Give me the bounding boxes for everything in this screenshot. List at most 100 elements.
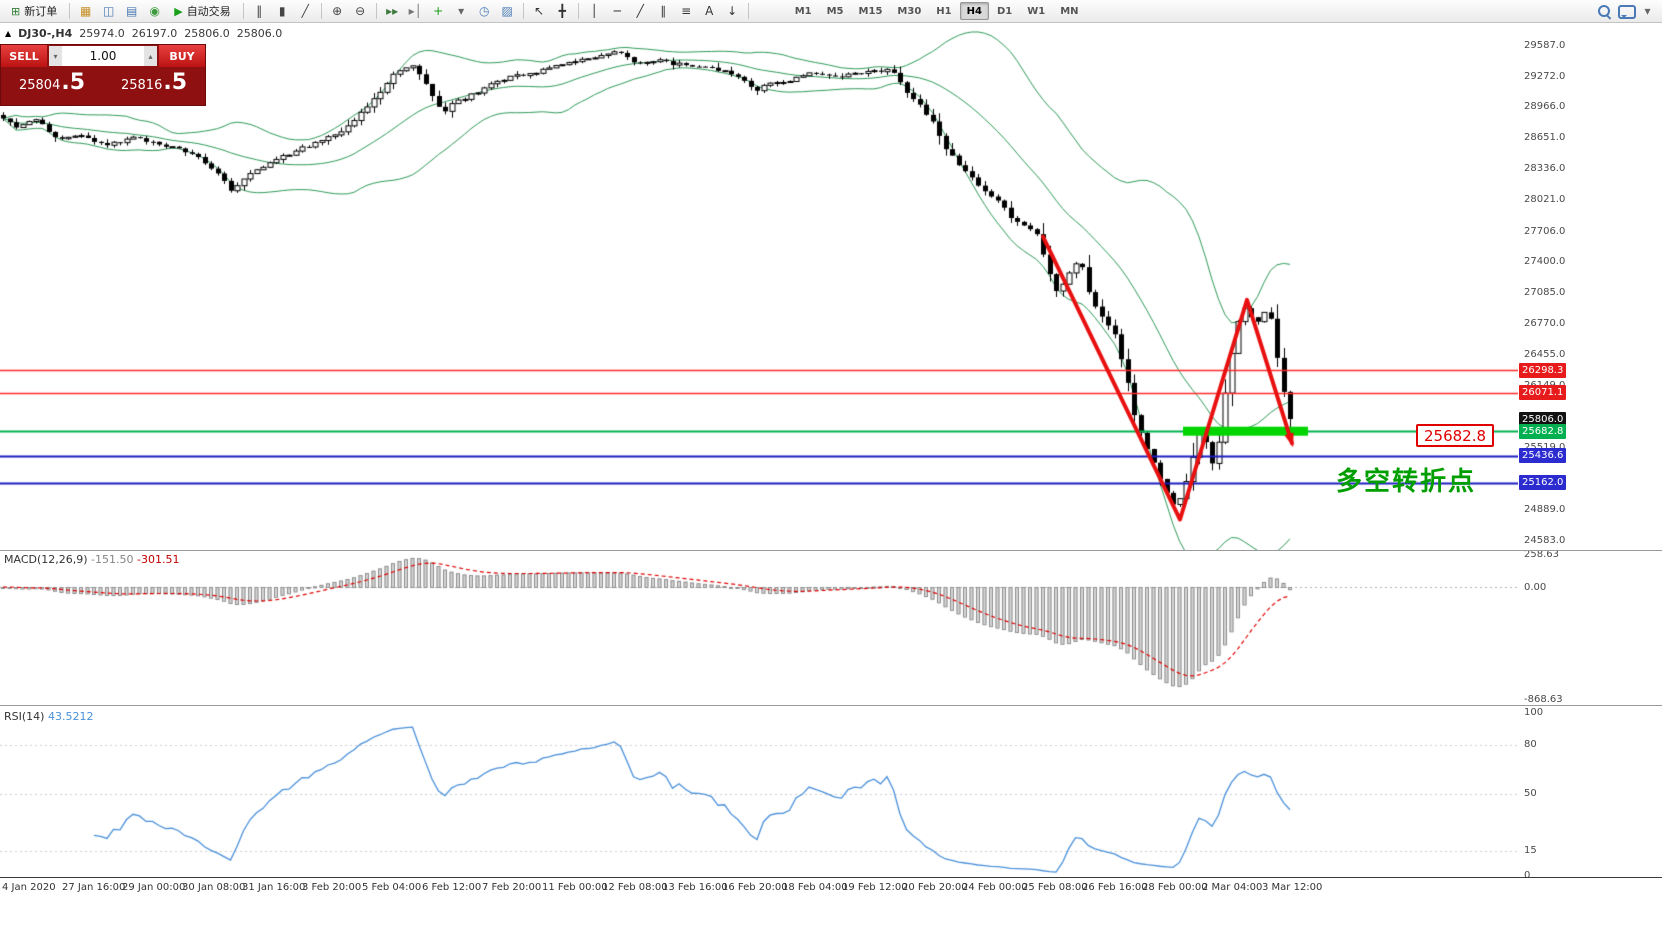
horizontal-line-icon[interactable]: ─	[613, 4, 621, 18]
macd-main-value: -151.50	[91, 553, 134, 566]
timeframe-button-h4[interactable]: H4	[959, 2, 989, 20]
volume-stepper[interactable]: ▾ 1.00 ▴	[49, 46, 157, 66]
chat-icon[interactable]	[1616, 2, 1636, 21]
text-icon[interactable]: A	[705, 4, 714, 18]
fibonacci-icon[interactable]: ≡	[681, 4, 692, 18]
indicators-icon[interactable]: +	[433, 4, 444, 18]
sell-price-pips: .5	[61, 70, 86, 95]
price-scale-label: 28966.0	[1524, 100, 1566, 112]
macd-scale-label: 0.00	[1524, 581, 1547, 593]
timeframe-button-m5[interactable]: M5	[820, 2, 851, 20]
macd-name: MACD(12,26,9)	[4, 553, 88, 566]
buy-button[interactable]: BUY	[159, 45, 205, 67]
price-callout[interactable]: 25682.8	[1416, 424, 1495, 447]
data-window-icon[interactable]: ◫	[103, 4, 115, 18]
price-scale-label: 28651.0	[1524, 132, 1566, 144]
vertical-line-icon[interactable]: │	[590, 4, 598, 18]
price-scale[interactable]: 29587.0 29272.0 28966.0 28651.0 28336.0 28021…	[1518, 23, 1576, 881]
navigator-icon[interactable]: ▤	[126, 4, 138, 18]
toolbar-overflow-icon[interactable]: ▾	[1644, 4, 1651, 18]
equidistant-channel-icon[interactable]: ∥	[660, 4, 667, 18]
time-axis-label: 16 Feb 20:00	[722, 882, 788, 893]
price-scale-label: 27085.0	[1524, 287, 1566, 298]
time-axis-label: 11 Feb 00:00	[542, 882, 608, 893]
sell-button[interactable]: SELL	[1, 45, 47, 67]
time-axis-label: 2 Mar 04:00	[1202, 882, 1263, 893]
ohlc-open-value: 25974.0	[79, 27, 125, 40]
rsi-scale-label: 80	[1524, 739, 1537, 751]
rsi-scale-label: 50	[1524, 788, 1537, 799]
buy-price-display[interactable]: 25816 .5	[103, 67, 205, 105]
timeframe-button-m1[interactable]: M1	[788, 2, 819, 20]
volume-increase-button[interactable]: ▴	[144, 46, 157, 66]
arrows-icon[interactable]: ↓	[727, 4, 738, 18]
time-axis-label: 30 Jan 08:00	[182, 882, 246, 893]
templates-icon[interactable]: ▨	[501, 4, 513, 18]
crosshair-icon[interactable]: ╋	[558, 4, 566, 18]
market-watch-icon[interactable]: ▦	[80, 4, 92, 18]
strategy-tester-icon[interactable]: ◉	[149, 4, 160, 18]
search-icon[interactable]	[1595, 2, 1614, 21]
cursor-icon[interactable]: ↖	[534, 4, 545, 18]
rsi-scale-label: 15	[1524, 845, 1537, 857]
auto-trading-icon: ▶	[174, 4, 183, 18]
new-order-button[interactable]: ⊞ 新订单	[4, 2, 64, 21]
price-chart-canvas[interactable]	[0, 23, 1518, 550]
price-scale-label: 26455.0	[1524, 349, 1566, 361]
rsi-indicator-canvas[interactable]	[0, 707, 1518, 877]
time-axis-label: 3 Feb 20:00	[302, 882, 362, 893]
price-scale-label: 26770.0	[1524, 318, 1566, 330]
periods-icon[interactable]: ◷	[478, 4, 490, 18]
bar-chart-icon[interactable]: ‖	[256, 4, 263, 18]
price-scale-label: 27706.0	[1524, 225, 1566, 237]
volume-decrease-button[interactable]: ▾	[49, 46, 62, 66]
auto-trading-button[interactable]: ▶ 自动交易	[167, 2, 237, 21]
chart-symbol-label: DJ30-,H4	[18, 27, 73, 40]
current-price-label: 25806.0	[1519, 411, 1567, 427]
turning-point-label: 多空转折点	[1336, 467, 1477, 497]
timeframe-button-m30[interactable]: M30	[890, 2, 928, 20]
one-click-arrow-icon[interactable]: ▲	[5, 29, 12, 38]
auto-trading-label: 自动交易	[186, 5, 231, 18]
price-scale-label: 29272.0	[1524, 70, 1566, 82]
timeframe-button-w1[interactable]: W1	[1020, 2, 1052, 20]
panel-divider-macd[interactable]	[0, 550, 1662, 551]
auto-scroll-icon[interactable]: ▸▸	[386, 4, 399, 18]
price-scale-label: 24889.0	[1524, 504, 1566, 516]
line-chart-icon[interactable]: ╱	[301, 4, 309, 18]
timeframe-button-h1[interactable]: H1	[929, 2, 958, 20]
timeframe-button-mn[interactable]: MN	[1053, 2, 1085, 20]
timeframe-button-d1[interactable]: D1	[990, 2, 1019, 20]
time-axis-label: 7 Feb 20:00	[482, 882, 542, 893]
time-axis[interactable]: 4 Jan 2020 27 Jan 16:00 29 Jan 00:00 30 Jan…	[0, 877, 1662, 899]
new-order-label: 新订单	[24, 5, 58, 18]
toolbar-separator	[747, 3, 749, 19]
trendline-icon[interactable]: ╱	[636, 4, 644, 18]
toolbar-separator	[577, 3, 579, 19]
time-axis-label: 29 Jan 00:00	[122, 882, 186, 893]
time-axis-label: 18 Feb 04:00	[782, 882, 848, 893]
candlestick-chart-icon[interactable]: ▮	[278, 4, 286, 18]
macd-indicator-canvas[interactable]	[0, 552, 1518, 704]
timeframe-button-m15[interactable]: M15	[852, 2, 890, 20]
sell-price-display[interactable]: 25804 .5	[1, 67, 103, 105]
indicator-list-chevron-icon[interactable]: ▾	[458, 4, 465, 18]
buy-price-pips: .5	[163, 70, 188, 95]
toolbar-separator	[242, 3, 244, 19]
chart-shift-icon[interactable]: ▸│	[408, 4, 422, 18]
ohlc-close-value: 25806.0	[236, 27, 283, 40]
time-axis-label: 26 Feb 16:00	[1082, 882, 1148, 893]
panel-divider-rsi[interactable]	[0, 705, 1662, 706]
volume-value[interactable]: 1.00	[89, 49, 117, 63]
zoom-in-icon[interactable]: ⊕	[332, 4, 343, 18]
ohlc-high-value: 26197.0	[131, 27, 178, 40]
zoom-out-icon[interactable]: ⊖	[355, 4, 366, 18]
chart-ohlc-header: ▲ DJ30-,H4 25974.0 26197.0 25806.0 25806…	[5, 27, 282, 40]
resistance-price-label-2: 26071.1	[1519, 385, 1567, 401]
rsi-scale-label: 100	[1524, 706, 1544, 718]
macd-signal-value: -301.51	[137, 553, 180, 566]
resistance-price-label-1: 26298.3	[1519, 362, 1567, 378]
macd-label: MACD(12,26,9) -151.50 -301.51	[4, 553, 179, 566]
macd-scale-label: 258.63	[1524, 548, 1559, 560]
